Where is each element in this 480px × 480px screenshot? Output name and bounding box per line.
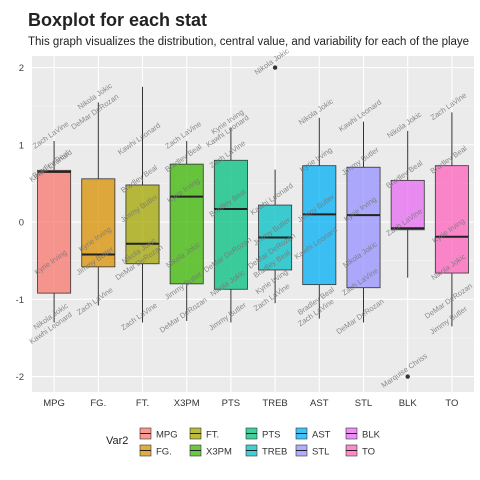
legend-label: AST (312, 430, 331, 441)
y-tick-label: 2 (19, 63, 24, 74)
legend-item: FT. (189, 427, 219, 441)
x-tick-label: X3PM (174, 398, 200, 409)
legend-label: FT. (206, 430, 219, 441)
x-tick-label: MPG (43, 398, 65, 409)
box-body (390, 179, 425, 231)
box-x3pm (169, 140, 204, 321)
x-tick-label: FT. (136, 398, 149, 409)
legend-item: FG. (139, 444, 172, 458)
legend-item: AST (295, 427, 331, 441)
legend-item: TO (345, 444, 375, 458)
legend-item: MPG (139, 427, 178, 441)
legend-title: Var2 (106, 435, 128, 447)
legend-item: STL (295, 444, 329, 458)
x-tick-label: TREB (262, 398, 287, 409)
box-body (81, 178, 116, 268)
x-tick-label: FG. (90, 398, 106, 409)
box-body (346, 166, 381, 289)
box-body (213, 159, 248, 290)
x-tick-label: PTS (222, 398, 240, 409)
box-pts (213, 127, 248, 323)
legend-label: X3PM (206, 447, 232, 458)
box-body (169, 163, 204, 285)
x-tick-label: STL (355, 398, 372, 409)
box-ast (302, 117, 337, 319)
legend-label: BLK (362, 430, 381, 441)
y-tick-label: 0 (19, 218, 24, 229)
legend-label: STL (312, 447, 329, 458)
y-tick-label: -2 (16, 372, 24, 383)
legend: Var2 MPG FG. FT. X3PM PTS TREB AST STL BLK TO (106, 427, 381, 458)
legend-label: TREB (262, 447, 287, 458)
outlier-point (272, 65, 278, 70)
box-mpg (37, 140, 72, 323)
legend-label: MPG (156, 430, 178, 441)
box-body (125, 184, 160, 265)
legend-item: BLK (345, 427, 381, 441)
box-ft (125, 86, 160, 323)
x-tick-label: TO (445, 398, 458, 409)
box-body (37, 169, 72, 294)
box-body (302, 165, 337, 286)
legend-item: PTS (245, 427, 280, 441)
box-fg (81, 102, 116, 306)
x-tick-label: AST (310, 398, 329, 409)
y-tick-label: -1 (16, 295, 24, 306)
chart-subtitle: This graph visualizes the distribution, … (28, 36, 470, 48)
legend-label: FG. (156, 447, 172, 458)
x-tick-label: BLK (399, 398, 418, 409)
box-blk (390, 130, 425, 379)
chart-title: Boxplot for each stat (28, 10, 208, 30)
legend-label: TO (362, 447, 375, 458)
box-stl (346, 121, 381, 323)
legend-label: PTS (262, 430, 280, 441)
legend-item: TREB (245, 444, 287, 458)
box-body (434, 165, 469, 274)
box-to (434, 112, 469, 327)
y-tick-label: 1 (19, 140, 24, 151)
box-treb (258, 65, 293, 304)
legend-item: X3PM (189, 444, 232, 458)
outlier-point (405, 374, 410, 379)
